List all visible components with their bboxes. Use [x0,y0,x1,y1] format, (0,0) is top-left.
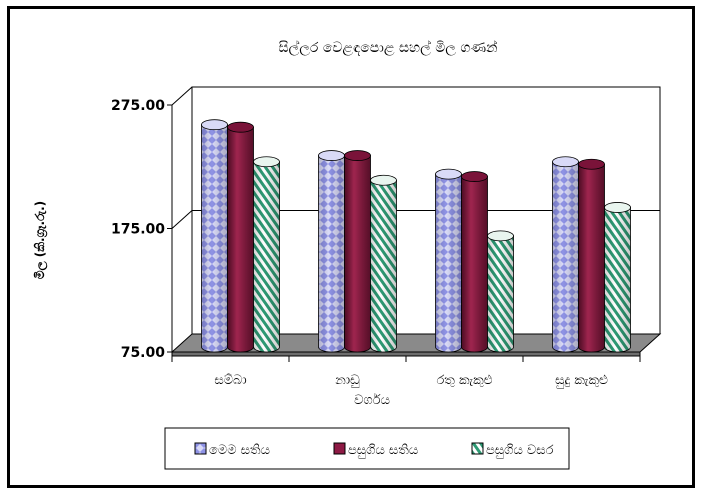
legend-item: පසුගිය සතිය [333,442,418,458]
plot-area: 75.00 175.00 275.00 සම්බා නාඩු රතු කැකුළු සුද… [111,86,662,388]
bar [435,168,462,353]
bar [552,156,579,353]
x-axis-label: වර්ගය [354,392,390,408]
bar [344,150,371,353]
legend-label: මෙම සතිය [209,443,270,458]
legend-swatch [333,442,346,455]
chart-title: සිල්ලර වෙළඳපොළ සහල් මිල ගණන් [278,40,497,56]
x-tick-label: නාඩු [335,373,360,388]
bar [604,202,631,353]
legend-items: මෙම සතිය පසුගිය සතිය පසුගිය වසර [194,442,554,458]
bar [578,158,605,353]
legend-item: මෙම සතිය [194,442,270,458]
chart-frame [7,6,695,488]
x-tick-label: රතු කැකුළු [436,373,492,388]
bars [201,119,631,353]
floor-front [171,351,641,357]
bar [227,121,254,353]
legend-label: පසුගිය වසර [486,443,554,458]
bar [253,156,280,353]
y-tick-label: 75.00 [121,345,166,361]
gridline [171,86,660,106]
legend-item: පසුගිය වසර [471,442,554,458]
y-axis-label: මිල (කි.ග්‍රෑ.රු.) [33,201,49,279]
y-tick-label: 175.00 [111,222,165,238]
bar [370,174,397,353]
y-ticks: 75.00 175.00 275.00 [111,98,172,361]
legend-label: පසුගිය සතිය [348,443,418,458]
y-tick-label: 275.00 [111,98,165,114]
legend: මෙම සතිය පසුගිය සතිය පසුගිය වසර [164,427,570,470]
bar [487,230,514,353]
x-tick-label: සුදු කැකුළු [555,373,608,388]
x-tick-label: සම්බා [214,373,246,388]
bar [201,119,228,353]
bar [461,171,488,353]
legend-box [164,427,570,470]
bar [318,150,345,353]
legend-swatch [471,442,484,455]
x-ticks: සම්බා නාඩු රතු කැකුළු සුදු කැකුළු [171,356,641,388]
legend-swatch [194,442,207,455]
